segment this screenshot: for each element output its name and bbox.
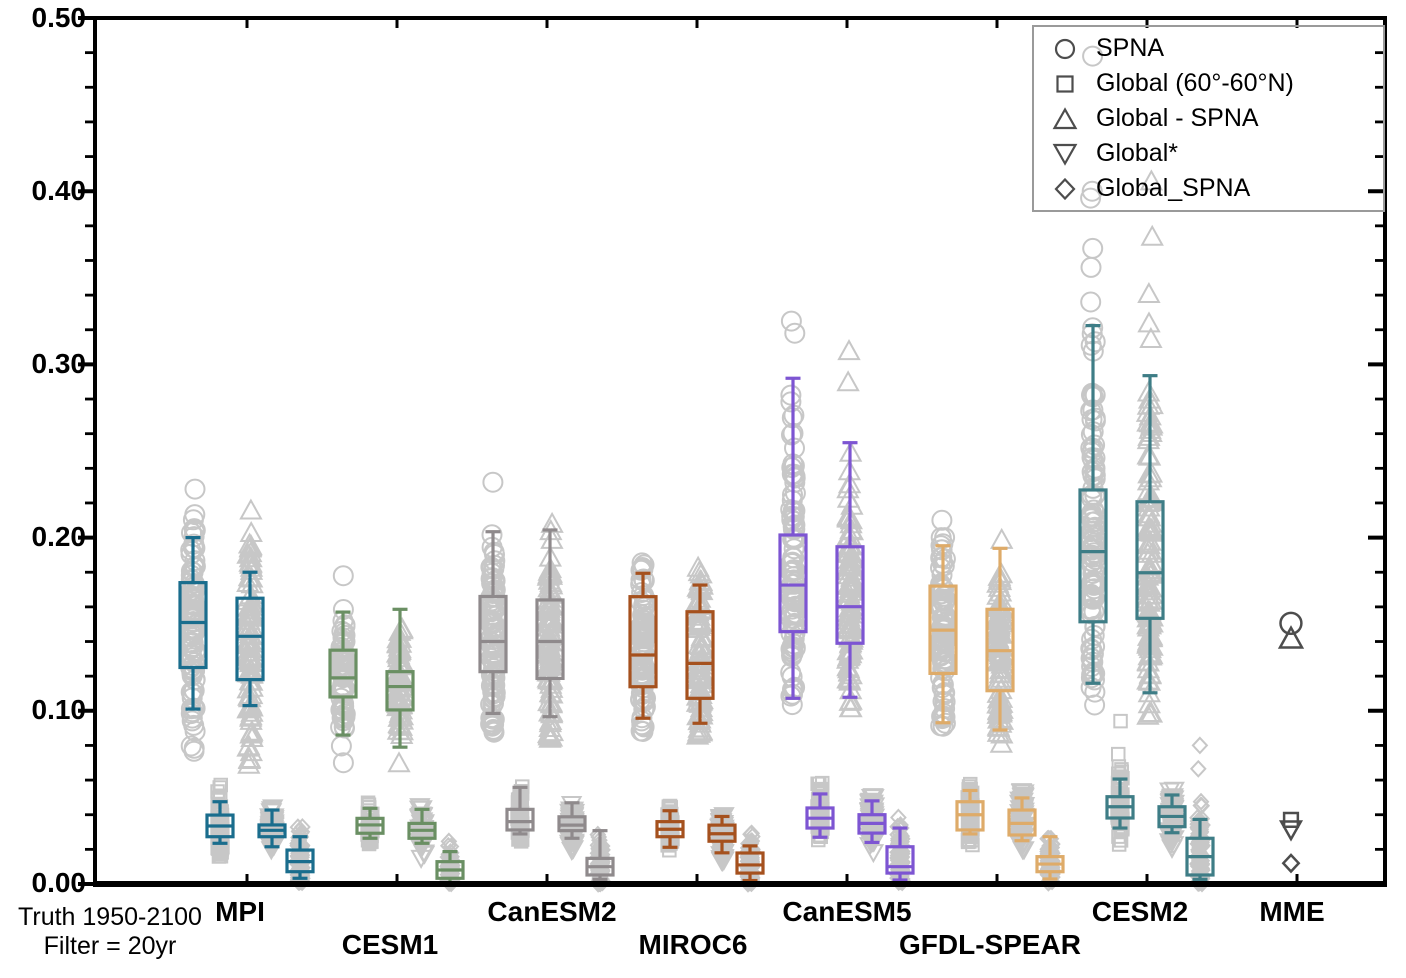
triangle-down-marker-icon (1052, 143, 1078, 166)
x-group-label-miroc6: MIROC6 (638, 929, 748, 960)
annotation-line2: Filter = 20yr (43, 932, 177, 960)
legend-label: Global - SPNA (1096, 104, 1259, 132)
legend-item-global-spna: Global_SPNA (1050, 173, 1383, 205)
truth-annotation: Truth 1950-2100 Filter = 20yr (2, 903, 218, 961)
x-group-label-cesm1: CESM1 (341, 929, 439, 960)
annotation-line1: Truth 1950-2100 (18, 903, 202, 931)
x-group-label-mme: MME (1259, 896, 1325, 927)
legend-label: SPNA (1096, 34, 1165, 62)
x-group-label-canesm5: CanESM5 (782, 896, 912, 927)
y-tick-label: 0.00 (31, 867, 87, 898)
legend-label: Global* (1096, 139, 1178, 167)
x-group-label-cesm2: CESM2 (1091, 896, 1189, 927)
diamond-marker-icon (1054, 177, 1076, 200)
triangle-up-marker-icon (1052, 106, 1078, 129)
y-tick-label: 0.50 (31, 2, 87, 33)
legend-label: Global (60°-60°N) (1096, 69, 1294, 97)
y-tick-label: 0.20 (31, 521, 87, 552)
legend-item-global: Global (60°-60°N) (1050, 68, 1383, 100)
x-group-label-gfdl-spear: GFDL-SPEAR (899, 929, 1081, 960)
x-group-label-mpi: MPI (215, 896, 265, 927)
circle-marker-icon (1054, 38, 1076, 59)
square-marker-icon (1056, 74, 1074, 93)
y-tick-label: 0.40 (31, 175, 87, 206)
y-tick-label: 0.10 (31, 694, 87, 725)
legend-item-spna: SPNA (1050, 33, 1383, 65)
legend-item-global-minus-spna: Global - SPNA (1050, 103, 1383, 135)
legend: SPNA Global (60°-60°N) Global - SPNA Glo… (1032, 25, 1385, 212)
legend-label: Global_SPNA (1096, 174, 1251, 202)
legend-item-global-star: Global* (1050, 138, 1383, 170)
y-tick-label: 0.30 (31, 348, 87, 379)
x-group-label-canesm2: CanESM2 (487, 896, 617, 927)
